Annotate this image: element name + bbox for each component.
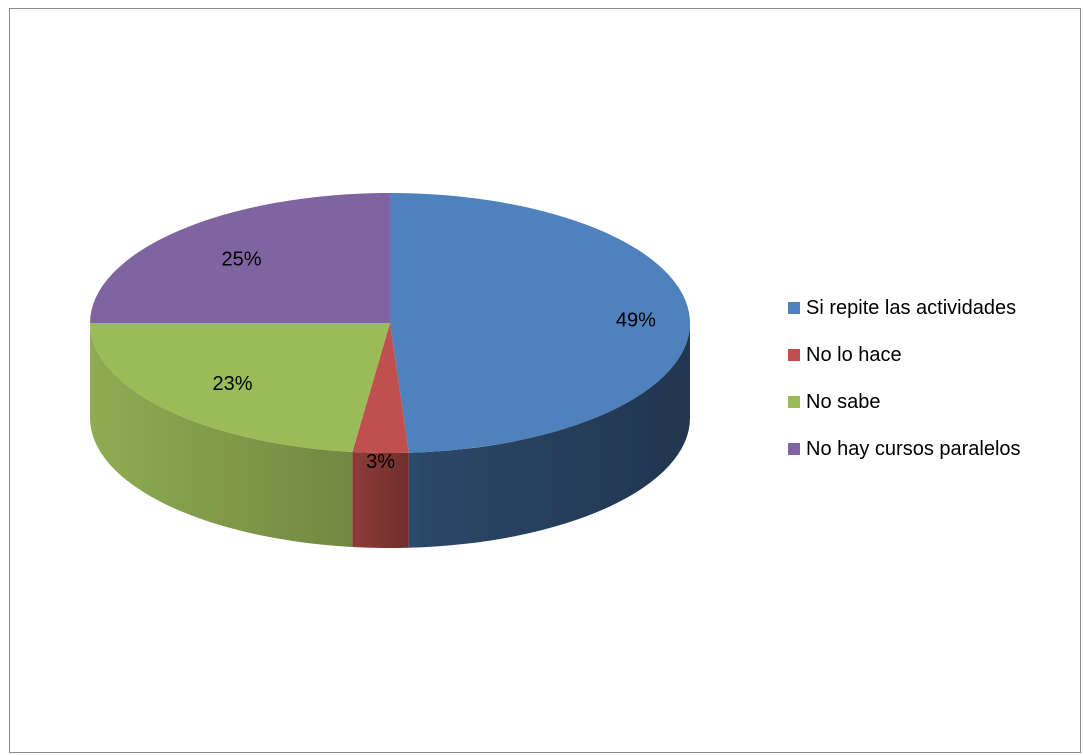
- legend-swatch: [788, 349, 800, 361]
- pie-side-si-repite-las-actividades: [408, 323, 690, 548]
- pie-data-labels: 49% 3% 23% 25%: [212, 249, 656, 473]
- legend-item-si-repite-las-actividades: Si repite las actividades: [788, 296, 1016, 320]
- data-label-no-lo-hace: 3%: [366, 451, 395, 473]
- data-label-no-hay-cursos-paralelos: 25%: [221, 249, 261, 271]
- legend-swatch: [788, 396, 800, 408]
- pie-side-no-lo-hace: [352, 451, 409, 549]
- legend-label: No sabe: [806, 390, 881, 413]
- legend-item-no-hay-cursos-paralelos: No hay cursos paralelos: [788, 437, 1021, 461]
- legend-swatch: [788, 302, 800, 314]
- data-label-si-repite-las-actividades: 49%: [616, 310, 656, 332]
- legend-label: No lo hace: [806, 343, 902, 366]
- legend-swatch: [788, 443, 800, 455]
- legend-item-no-lo-hace: No lo hace: [788, 343, 902, 367]
- legend-item-no-sabe: No sabe: [788, 390, 881, 414]
- pie-depth-sides: [90, 323, 690, 549]
- pie-slice-no-hay-cursos-paralelos: [90, 193, 390, 323]
- legend-label: Si repite las actividades: [806, 296, 1017, 319]
- pie-slices: [90, 193, 690, 453]
- pie-slice-no-sabe: [90, 323, 390, 452]
- pie-slice-no-lo-hace: [352, 323, 409, 453]
- pie-side-no-sabe: [90, 323, 353, 547]
- data-label-no-sabe: 23%: [212, 373, 252, 395]
- pie-slice-si-repite-las-actividades: [390, 193, 690, 453]
- legend-label: No hay cursos paralelos: [806, 437, 1021, 460]
